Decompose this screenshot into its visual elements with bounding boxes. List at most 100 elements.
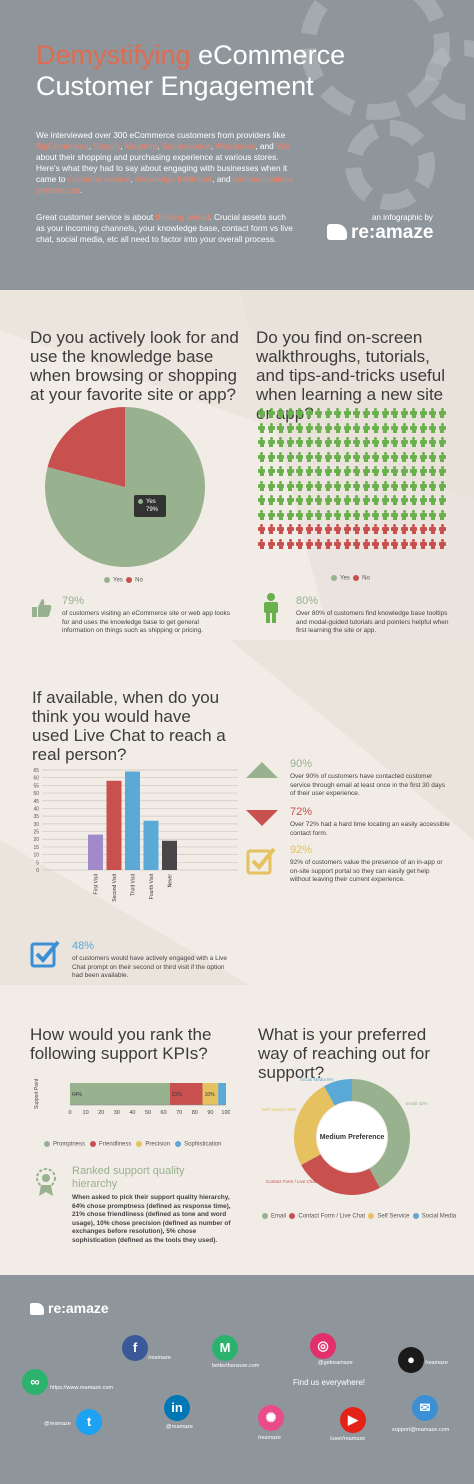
person-icon-part [421, 429, 425, 433]
person-icon-part [364, 429, 368, 433]
facebook-link[interactable]: /reamaze [148, 1355, 171, 1361]
person-icon-no [334, 524, 341, 534]
person-icon-yes [277, 422, 284, 433]
person-icon-part [362, 498, 370, 502]
linkedin-link[interactable]: @reamaze [166, 1424, 193, 1430]
person-icon-part [305, 527, 313, 531]
email-link[interactable]: support@reamaze.com [392, 1427, 450, 1433]
person-icon-part [335, 516, 340, 520]
person-icon-yes [305, 437, 313, 447]
person-icon-part [373, 429, 378, 433]
person-icon-part [353, 498, 360, 502]
person-icon-yes [410, 495, 417, 505]
person-icon-yes [277, 451, 284, 462]
provider-link[interactable]: BigCommerce [36, 141, 89, 151]
person-icon-part [383, 429, 387, 433]
footer-brand[interactable]: re:amaze [48, 1300, 109, 1316]
person-icon-part [269, 444, 273, 447]
person-icon-part [419, 483, 427, 488]
brand-logo[interactable]: re:amaze [351, 222, 434, 243]
youtube-icon[interactable]: ▶ [340, 1407, 366, 1433]
legend-yes: Yes [340, 575, 350, 582]
accent-link[interactable]: thinking ahead [155, 212, 210, 222]
person-icon-part [391, 498, 398, 502]
twitter-link[interactable]: @reamaze [44, 1421, 71, 1427]
person-icon-part [260, 495, 263, 498]
dribbble-link[interactable]: /reamaze [258, 1435, 281, 1441]
person-icon-part [440, 458, 444, 462]
provider-link[interactable]: Wix [276, 141, 290, 151]
person-icon-part [296, 440, 303, 444]
person-icon-part [316, 531, 321, 534]
facebook-icon[interactable]: f [122, 1335, 148, 1361]
person-icon-part [288, 429, 292, 433]
person-icon-yes [372, 451, 379, 462]
person-icon-part [297, 531, 302, 534]
medium-link[interactable]: betterthansure.com [212, 1363, 260, 1369]
person-icon-no [391, 524, 398, 534]
person-icon-part [288, 538, 292, 542]
donut-slice-label: Self Service 25% [262, 1107, 296, 1112]
person-icon-yes [381, 422, 389, 433]
twitter-icon[interactable]: t [76, 1409, 102, 1435]
github-link[interactable]: /reamaze [425, 1360, 448, 1366]
person-icon-part [362, 440, 370, 444]
donut-slice [352, 1079, 410, 1188]
person-icon-part [317, 408, 320, 411]
person-icon-part [324, 512, 332, 517]
person-icon-yes [438, 495, 446, 505]
person-icon-part [305, 541, 313, 546]
person-icon-part [326, 509, 330, 513]
person-icon-yes [410, 466, 417, 476]
person-icon-part [278, 415, 283, 418]
person-icon-yes [258, 422, 265, 433]
instagram-icon[interactable]: ◎ [310, 1333, 336, 1359]
person-icon-part [419, 541, 427, 546]
person-icon-no [277, 538, 284, 549]
person-icon-part [258, 541, 265, 546]
person-icon-part [334, 469, 341, 473]
pictogram-chart [258, 408, 448, 568]
person-icon-no [400, 538, 408, 549]
title-accent: Demystifying [36, 40, 191, 70]
person-icon-yes [315, 451, 322, 462]
person-icon-no [362, 524, 370, 534]
linkedin-icon[interactable]: in [164, 1395, 190, 1421]
person-icon-part [298, 408, 301, 411]
person-icon-yes [305, 408, 313, 418]
provider-link[interactable]: Shopify [93, 141, 121, 151]
topic-link[interactable]: customer service [67, 174, 131, 184]
provider-link[interactable]: Wordpress [215, 141, 256, 151]
person-icon-yes [258, 466, 265, 476]
topic-link[interactable]: communications preferences [36, 174, 293, 195]
dribbble-icon[interactable]: ✺ [258, 1405, 284, 1431]
provider-link[interactable]: Magento [124, 141, 158, 151]
pie-tooltip: Yes 79% [134, 495, 166, 517]
person-icon-part [383, 451, 387, 455]
person-icon-part [429, 425, 436, 430]
youtube-link[interactable]: /user/reamaze [330, 1436, 366, 1442]
person-icon-yes [305, 495, 313, 505]
person-icon-yes [410, 408, 417, 418]
topic-link[interactable]: knowledge fulfillment [135, 174, 213, 184]
website-link[interactable]: https://www.reamaze.com [50, 1385, 113, 1391]
person-icon-part [307, 444, 311, 447]
person-icon-no [353, 538, 360, 549]
person-icon-part [326, 524, 330, 527]
website-icon[interactable]: ∞ [22, 1369, 48, 1395]
person-icon-yes [400, 509, 408, 520]
email-icon[interactable]: ✉ [412, 1395, 438, 1421]
person-icon-part [355, 495, 358, 498]
medium-icon[interactable]: M [212, 1335, 238, 1361]
person-icon-yes [381, 495, 389, 505]
provider-link[interactable]: Squarespace [161, 141, 211, 151]
instagram-link[interactable]: @getreamaze [318, 1360, 353, 1366]
person-icon-part [430, 545, 435, 549]
legend-label: Email [271, 1213, 287, 1220]
person-icon-part [317, 422, 320, 426]
y-tick-label: 0 [36, 868, 39, 874]
person-icon-part [343, 512, 351, 517]
person-icon-part [345, 429, 349, 433]
person-icon-part [345, 422, 349, 426]
github-icon[interactable]: ● [398, 1347, 424, 1373]
